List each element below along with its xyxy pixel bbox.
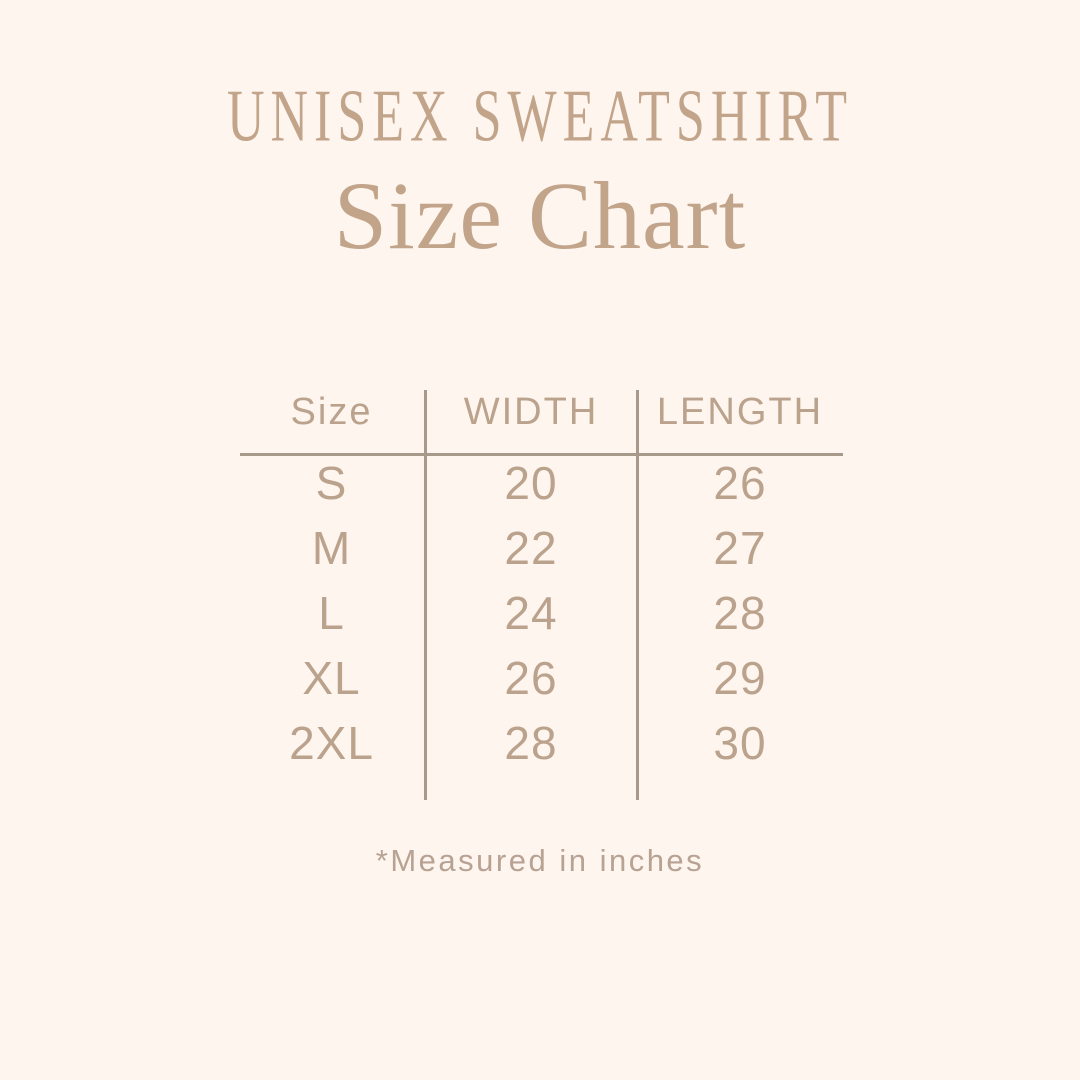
size-table: Size WIDTH LENGTH S 20 26 M 22 27 L 24 2… [238,385,843,800]
column-divider-line-2 [636,390,639,800]
table-row: S 20 26 [238,450,843,515]
table-header-row: Size WIDTH LENGTH [238,385,843,439]
width-value: 20 [504,456,558,509]
width-value: 26 [504,651,558,704]
header-divider-line [240,453,843,456]
table-row: 2XL 28 30 [238,710,843,775]
width-value: 24 [504,586,558,639]
length-value: 30 [713,716,767,769]
length-value: 28 [713,586,767,639]
product-title: UNISEX SWEATSHIRT [0,72,1080,168]
size-value: M [311,521,352,574]
table-body: S 20 26 M 22 27 L 24 28 XL 26 29 2XL 28 [238,439,843,775]
table-row: M 22 27 [238,515,843,580]
size-value: 2XL [289,716,374,769]
column-divider-line-1 [424,390,427,800]
size-value: L [318,586,345,639]
column-header-size: Size [290,390,373,433]
column-header-length: LENGTH [656,390,824,433]
column-header-width: WIDTH [463,390,599,433]
table-row: L 24 28 [238,580,843,645]
size-value: XL [302,651,361,704]
width-value: 28 [504,716,558,769]
table-row: XL 26 29 [238,645,843,710]
length-value: 29 [713,651,767,704]
width-value: 22 [504,521,558,574]
length-value: 26 [713,456,767,509]
size-value: S [315,456,348,509]
product-title-text: UNISEX SWEATSHIRT [226,76,854,158]
length-value: 27 [713,521,767,574]
measurement-note: *Measured in inches [375,843,705,878]
page-title: Size Chart [333,162,747,269]
